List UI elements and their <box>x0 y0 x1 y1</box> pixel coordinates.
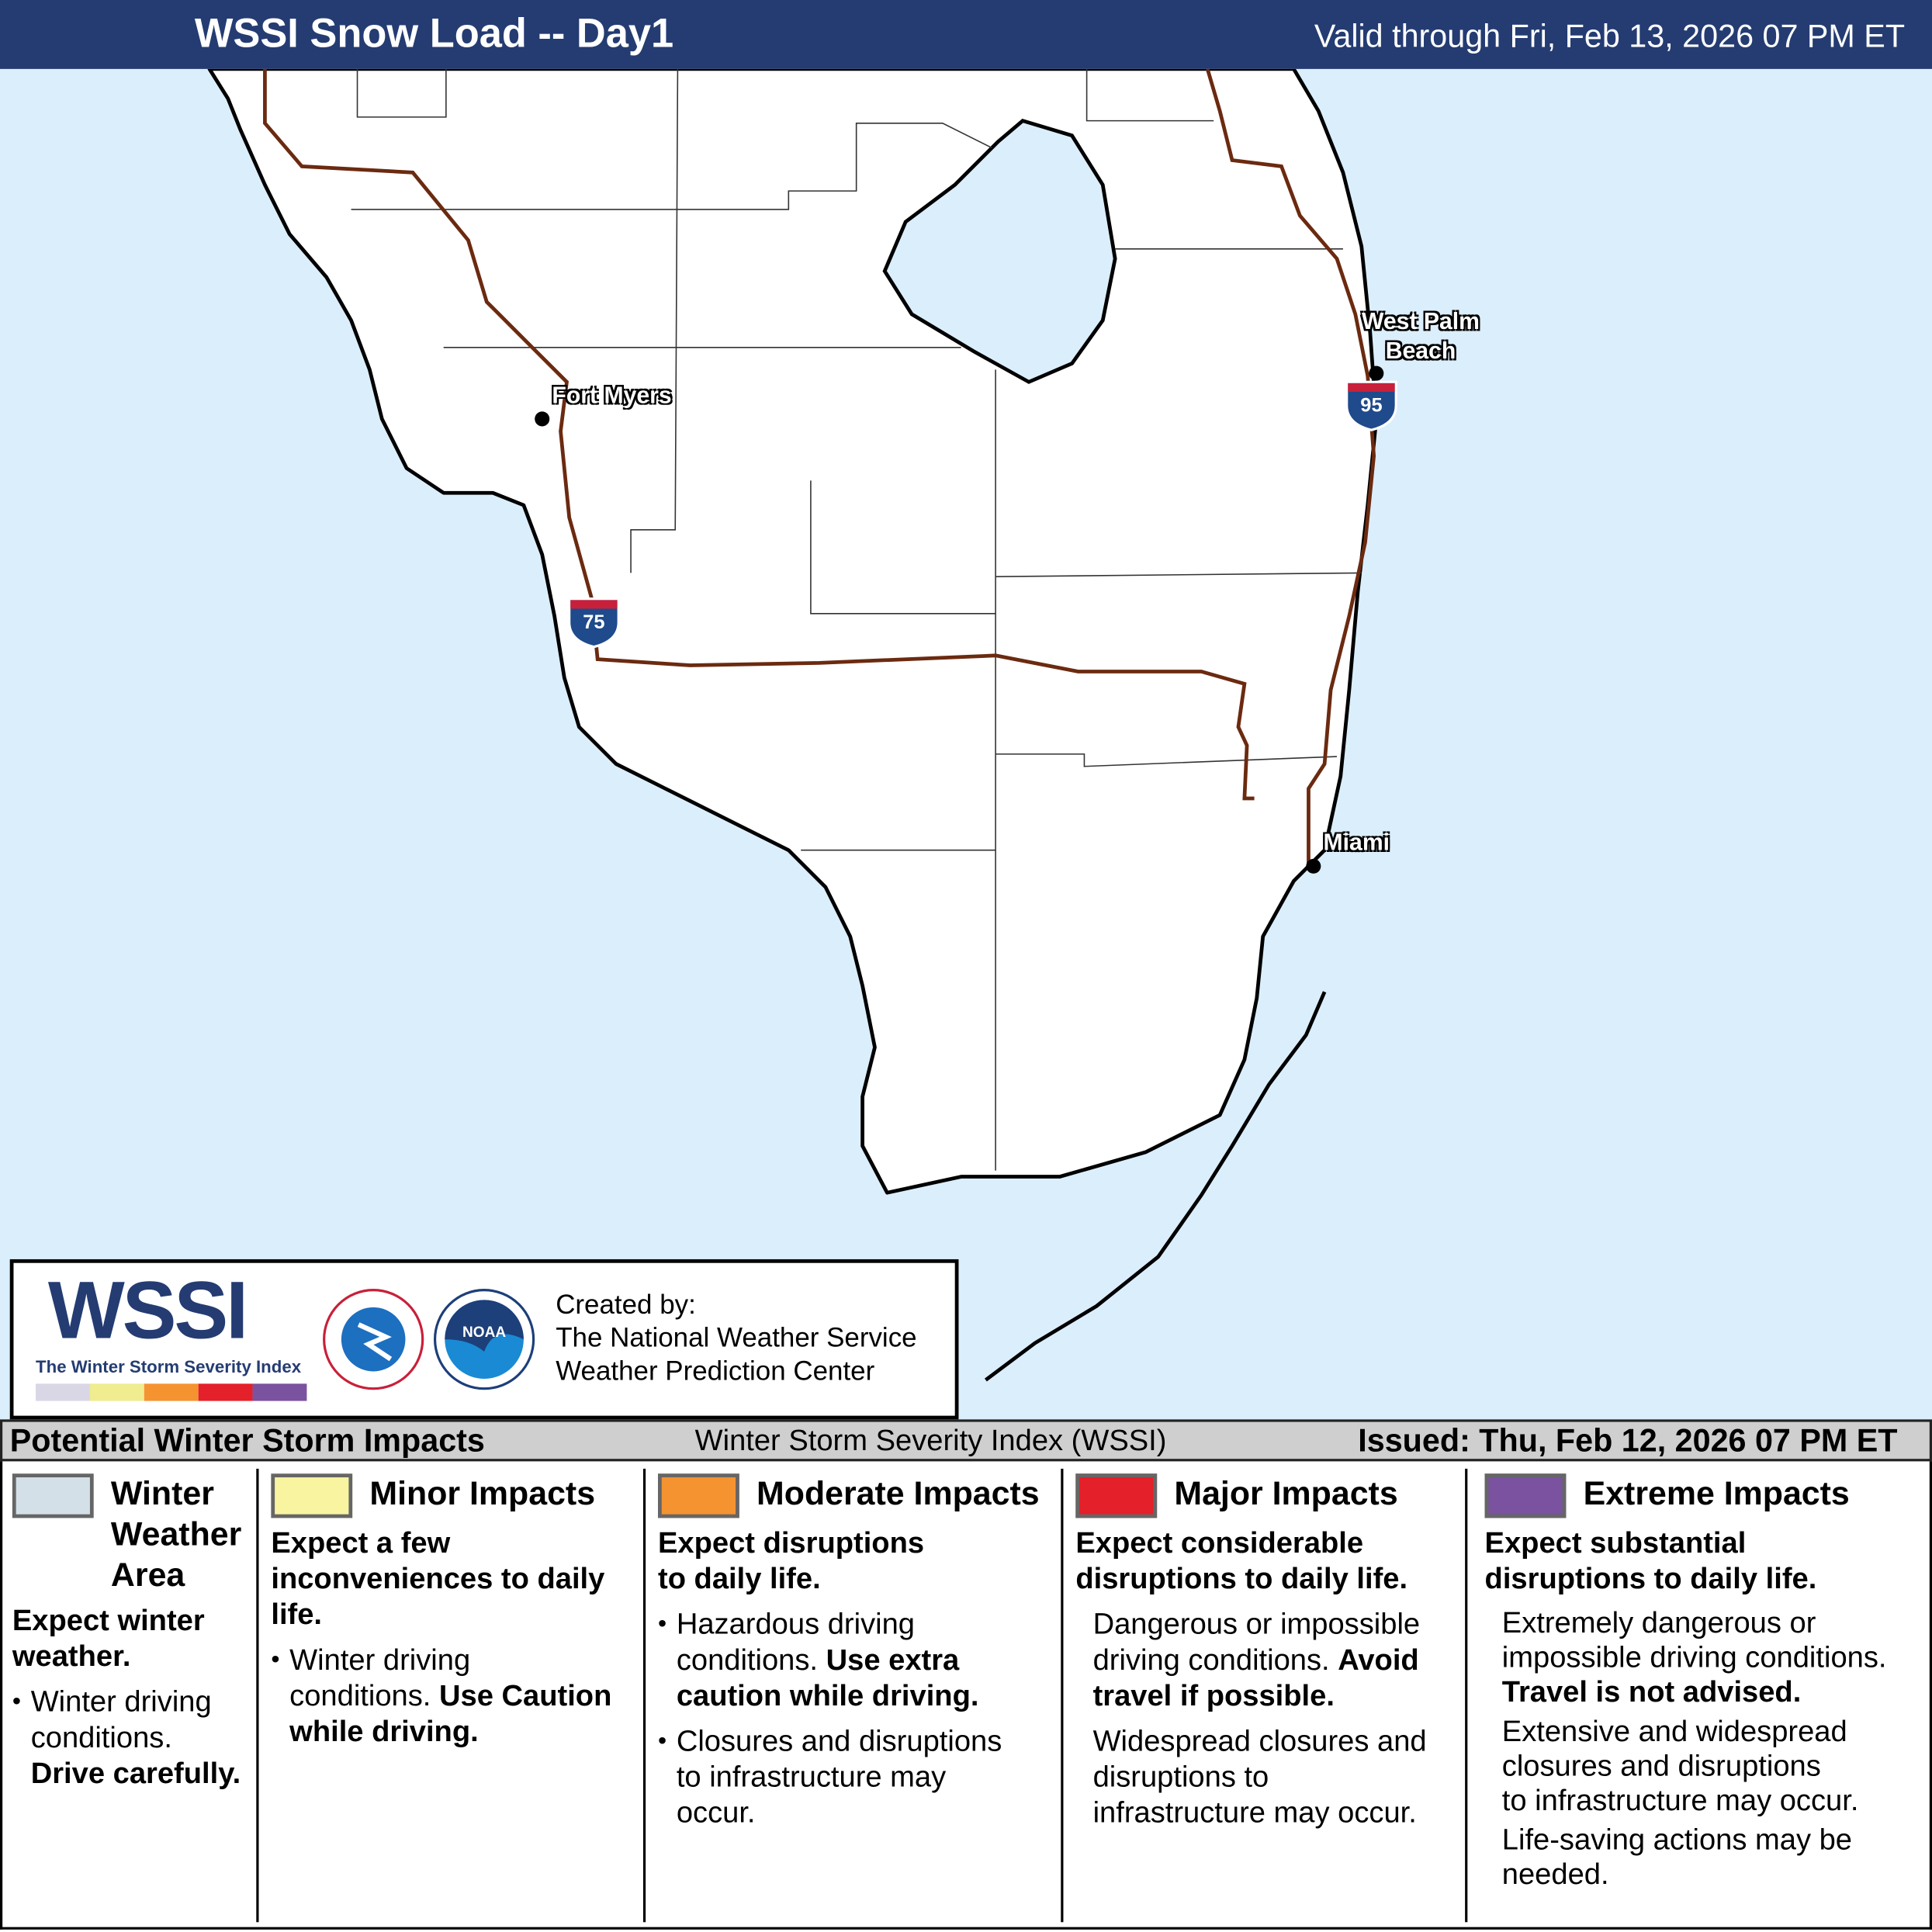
wssi-subtitle: The Winter Storm Severity Index <box>36 1356 302 1376</box>
title-bar: WSSI Snow Load -- Day1 Valid through Fri… <box>0 0 1932 69</box>
category-header: Extreme Impacts <box>1484 1473 1927 1518</box>
created-by: Created by: The National Weather Service… <box>556 1287 916 1387</box>
interstate-number: 75 <box>583 612 605 634</box>
category-title: Extreme Impacts <box>1583 1474 1850 1512</box>
legend-heading: Potential Winter Storm Impacts <box>9 1421 485 1459</box>
divider <box>256 1468 259 1923</box>
bullet: • <box>12 1688 22 1716</box>
category-title: Winter Weather Area <box>110 1474 242 1594</box>
legend-index-name: Winter Storm Severity Index (WSSI) <box>694 1424 1167 1458</box>
color-swatch <box>1075 1473 1158 1518</box>
divider <box>1061 1468 1064 1923</box>
city-label-fort-myers: Fort Myers <box>552 383 672 410</box>
wssi-logo: WSSI <box>47 1264 248 1356</box>
org-nws: The National Weather Service <box>556 1321 917 1353</box>
category-summary: Expect a few inconveniences to daily life. <box>271 1526 605 1632</box>
bullet: • <box>657 1727 667 1755</box>
shield-95-band <box>1348 383 1395 392</box>
credits-box: WSSI The Winter Storm Severity Index NOA… <box>9 1259 959 1420</box>
category-header: Minor Impacts <box>271 1473 635 1518</box>
category-summary: Expect substantial disruptions to daily l… <box>1484 1526 1817 1596</box>
category-detail: Widespread closures and disruptions to inf… <box>1092 1725 1427 1830</box>
west-palm-beach-dot <box>1369 365 1384 381</box>
category-title: Minor Impacts <box>369 1474 596 1512</box>
legend-minor-impacts: Minor Impacts Expect a few inconveniences… <box>258 1461 642 1922</box>
legend-winter-weather-area: Winter Weather Area Expect winter weather. … <box>2 1461 256 1922</box>
wssi-color-bar <box>36 1383 307 1401</box>
interstate-number: 95 <box>1360 395 1383 417</box>
shield-95-icon <box>1345 380 1397 431</box>
category-detail: • Closures and disruptions to infrastructu… <box>657 1725 1002 1830</box>
category-detail: Extremely dangerous or impossible driving… <box>1501 1606 1887 1709</box>
legend-moderate-impacts: Moderate Impacts Expect disruptions to da… <box>646 1461 1061 1922</box>
category-summary: Expect disruptions to daily life. <box>657 1526 925 1596</box>
shield-75-band <box>570 600 618 609</box>
city-label-miami: Miami <box>1323 830 1390 857</box>
category-detail: • Winter driving conditions. Drive carefull… <box>12 1685 241 1791</box>
legend-header: Potential Winter Storm Impacts Winter St… <box>0 1419 1932 1462</box>
category-title: Major Impacts <box>1174 1474 1398 1512</box>
issued-time: Issued: Thu, Feb 12, 2026 07 PM ET <box>1358 1421 1898 1459</box>
divider <box>642 1468 646 1923</box>
bullet: • <box>271 1646 280 1674</box>
category-detail: Dangerous or impossible driving condition… <box>1092 1608 1421 1713</box>
impact-legend: Winter Weather Area Expect winter weather. … <box>0 1461 1932 1930</box>
category-header: Major Impacts <box>1075 1473 1457 1518</box>
miami-dot <box>1306 858 1321 874</box>
category-detail: Extensive and widespread closures and dis… <box>1501 1715 1859 1818</box>
city-label-line: West Palm <box>1361 309 1480 335</box>
noaa-logo-icon: NOAA <box>433 1289 535 1390</box>
lake-okeechobee <box>882 118 1117 384</box>
category-detail: • Hazardous driving conditions. Use extra c… <box>657 1608 979 1713</box>
category-detail: • Winter driving conditions. Use Caution wh… <box>271 1643 612 1749</box>
florida-land <box>207 68 1379 1195</box>
created-by-label: Created by: <box>556 1289 696 1320</box>
legend-extreme-impacts: Extreme Impacts Expect substantial disrup… <box>1467 1461 1930 1922</box>
map-title: WSSI Snow Load -- Day1 <box>194 9 674 56</box>
interstate-75-shield: 75 <box>570 597 619 646</box>
legend-major-impacts: Major Impacts Expect considerable disrupt… <box>1063 1461 1465 1922</box>
nws-logo-icon <box>323 1289 424 1390</box>
category-header: Moderate Impacts <box>657 1473 1054 1518</box>
shield-75-icon <box>568 597 620 649</box>
category-summary: Expect winter weather. <box>12 1604 205 1674</box>
map-svg <box>207 68 1397 1382</box>
category-header: Winter Weather Area <box>12 1473 249 1595</box>
interstate-95-shield: 95 <box>1347 379 1397 429</box>
category-summary: Expect considerable disruptions to daily … <box>1075 1526 1408 1596</box>
divider <box>1465 1468 1468 1923</box>
noaa-text: NOAA <box>462 1324 506 1341</box>
color-swatch <box>1484 1473 1567 1518</box>
map-area: Fort Myers West Palm Beach Miami 75 95 <box>0 68 1932 1420</box>
org-wpc: Weather Prediction Center <box>556 1355 875 1387</box>
bullet: • <box>657 1610 667 1638</box>
color-swatch <box>12 1473 94 1518</box>
city-label-west-palm-beach: West Palm Beach <box>1353 308 1489 367</box>
color-swatch <box>657 1473 739 1518</box>
color-swatch <box>271 1473 353 1518</box>
city-label-line: Beach <box>1385 338 1456 365</box>
florida-keys <box>984 991 1327 1382</box>
fort-myers-dot <box>535 411 550 427</box>
category-detail: Life-saving actions may be needed. <box>1501 1823 1853 1892</box>
valid-through: Valid through Fri, Feb 13, 2026 07 PM ET <box>1314 17 1906 54</box>
category-title: Moderate Impacts <box>757 1474 1040 1512</box>
